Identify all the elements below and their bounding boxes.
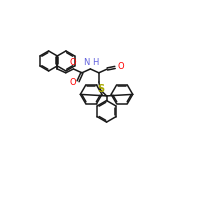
Text: O: O (117, 62, 124, 71)
Text: N: N (83, 58, 90, 67)
Text: H: H (92, 58, 98, 67)
Text: S: S (98, 84, 105, 94)
Text: O: O (69, 58, 76, 67)
Text: O: O (70, 78, 77, 87)
